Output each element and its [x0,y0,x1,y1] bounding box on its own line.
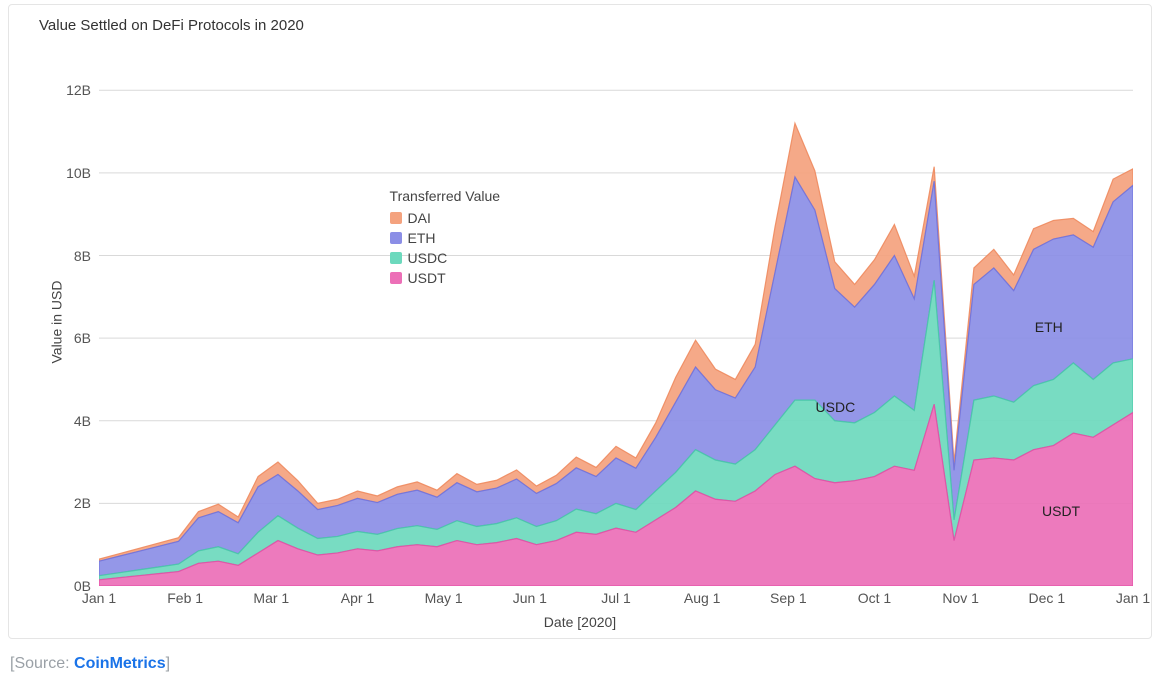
xtick-label: Aug 1 [684,590,721,606]
legend-swatch-icon [390,232,402,244]
chart-title: Value Settled on DeFi Protocols in 2020 [39,17,304,34]
xtick-label: Jul 1 [601,590,631,606]
xtick-label: Nov 1 [942,590,979,606]
ytick-label: 10B [57,165,91,181]
plot-area [99,49,1133,586]
legend-label: DAI [408,210,431,226]
xtick-label: May 1 [425,590,463,606]
xtick-label: Jun 1 [513,590,547,606]
legend-item: ETH [390,228,501,248]
source-prefix: [Source: [10,655,74,672]
legend-item: USDC [390,248,501,268]
xtick-label: Dec 1 [1029,590,1066,606]
chart-svg [99,49,1133,586]
legend-item: USDT [390,268,501,288]
legend-label: USDC [408,250,448,266]
legend-label: ETH [408,230,436,246]
chart-card: Value Settled on DeFi Protocols in 2020 … [8,4,1152,639]
legend: Transferred Value DAI ETH USDC USDT [390,188,501,288]
ytick-label: 6B [57,330,91,346]
source-attribution: [Source: CoinMetrics] [10,655,170,673]
legend-title: Transferred Value [390,188,501,204]
source-link[interactable]: CoinMetrics [74,655,166,672]
legend-swatch-icon [390,252,402,264]
xtick-label: Jan 1 [1116,590,1150,606]
legend-swatch-icon [390,272,402,284]
source-suffix: ] [166,655,170,672]
ytick-label: 2B [57,495,91,511]
ytick-label: 12B [57,82,91,98]
ytick-label: 8B [57,248,91,264]
xtick-label: Mar 1 [253,590,289,606]
y-axis-label: Value in USD [49,280,65,363]
xtick-label: Feb 1 [167,590,203,606]
legend-item: DAI [390,208,501,228]
xtick-label: Jan 1 [82,590,116,606]
legend-swatch-icon [390,212,402,224]
ytick-label: 4B [57,413,91,429]
xtick-label: Apr 1 [341,590,374,606]
x-axis-label: Date [2020] [544,614,616,630]
legend-label: USDT [408,270,446,286]
xtick-label: Sep 1 [770,590,807,606]
xtick-label: Oct 1 [858,590,891,606]
